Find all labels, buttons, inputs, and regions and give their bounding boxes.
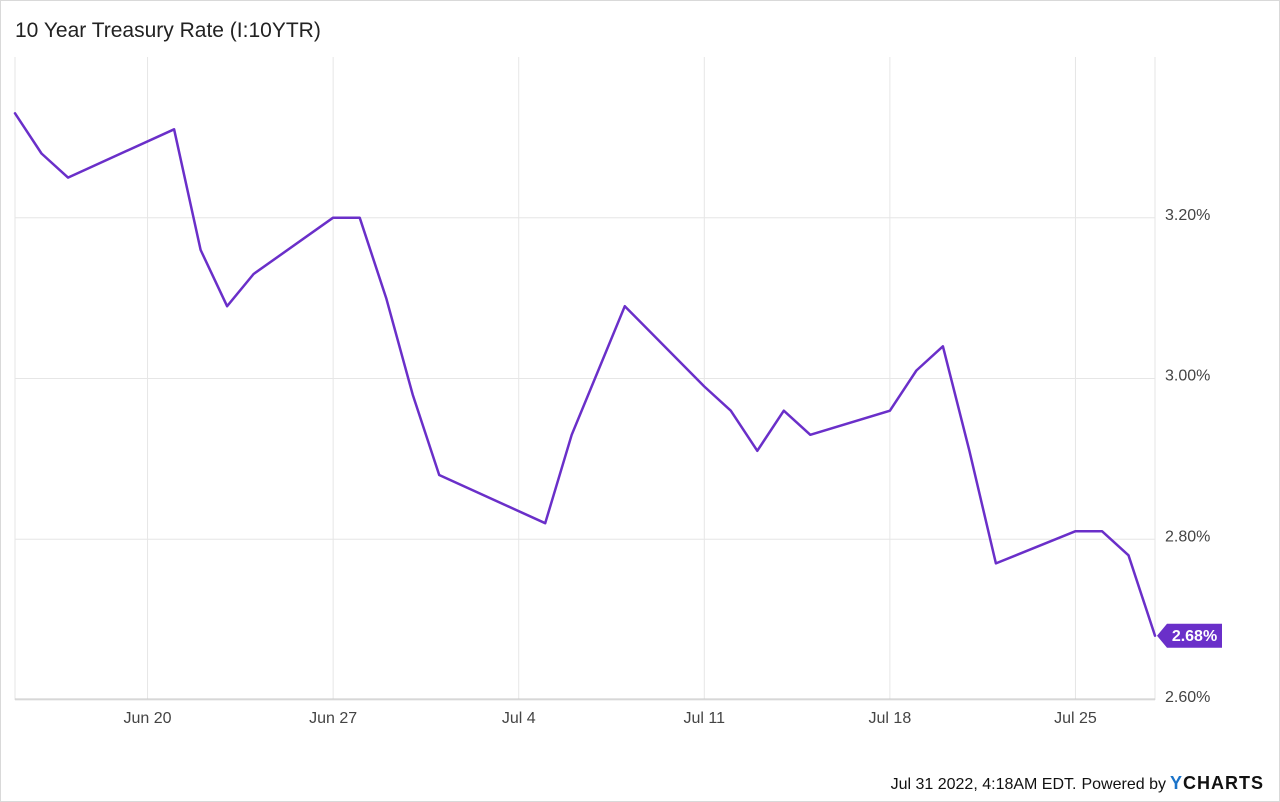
data-point [173, 128, 175, 130]
y-tick-label: 3.20% [1165, 207, 1210, 224]
data-point [332, 217, 334, 219]
x-tick-label: Jul 25 [1054, 710, 1097, 727]
data-point [412, 393, 414, 395]
data-point [915, 369, 917, 371]
data-point [544, 522, 546, 524]
chart-title: 10 Year Treasury Rate (I:10YTR) [15, 19, 321, 42]
data-point [942, 345, 944, 347]
x-tick-label: Jul 18 [869, 710, 912, 727]
data-point [809, 434, 811, 436]
data-point [199, 249, 201, 251]
y-tick-label: 2.80% [1165, 528, 1210, 545]
series [13, 112, 1157, 637]
data-point [571, 434, 573, 436]
y-tick-label: 3.00% [1165, 368, 1210, 385]
data-point [14, 112, 16, 114]
ycharts-logo[interactable]: YCHARTS [1169, 773, 1264, 793]
data-point [756, 450, 758, 452]
x-tick-label: Jul 4 [502, 710, 536, 727]
footer-powered-by: Powered by [1081, 776, 1166, 793]
x-tick-label: Jul 11 [684, 710, 726, 727]
axes [14, 57, 1156, 700]
data-point [703, 385, 705, 387]
data-point [385, 297, 387, 299]
data-point [226, 305, 228, 307]
data-point [40, 152, 42, 154]
data-point [783, 410, 785, 412]
series-line [13, 112, 1157, 637]
footer-timestamp: Jul 31 2022, 4:18AM EDT. [890, 776, 1077, 793]
data-point [968, 450, 970, 452]
data-point [438, 474, 440, 476]
data-point [889, 410, 891, 412]
data-point [1101, 530, 1103, 532]
last-value-badge-shape [1157, 623, 1222, 648]
data-point [730, 410, 732, 412]
tick-labels: 3.20% 3.00% 2.80% 2.60% Jun 20 Jun 27 Jul 4 Jul… [124, 207, 1211, 727]
data-point [359, 217, 361, 219]
x-tick-label: Jun 27 [309, 710, 357, 727]
data-point [995, 562, 997, 564]
data-point [624, 305, 626, 307]
data-point [1127, 554, 1129, 556]
last-value-badge: 2.68% [1157, 623, 1222, 648]
data-point [1074, 530, 1076, 532]
chart-footer: Jul 31 2022, 4:18AM EDT. Powered by YCHA… [891, 773, 1264, 794]
data-point [67, 176, 69, 178]
y-tick-label: 2.60% [1165, 689, 1210, 706]
data-point [252, 273, 254, 275]
grid [15, 57, 1155, 701]
x-tick-label: Jun 20 [124, 710, 172, 727]
last-value-label: 2.68% [1172, 628, 1217, 645]
data-point [1154, 635, 1156, 637]
